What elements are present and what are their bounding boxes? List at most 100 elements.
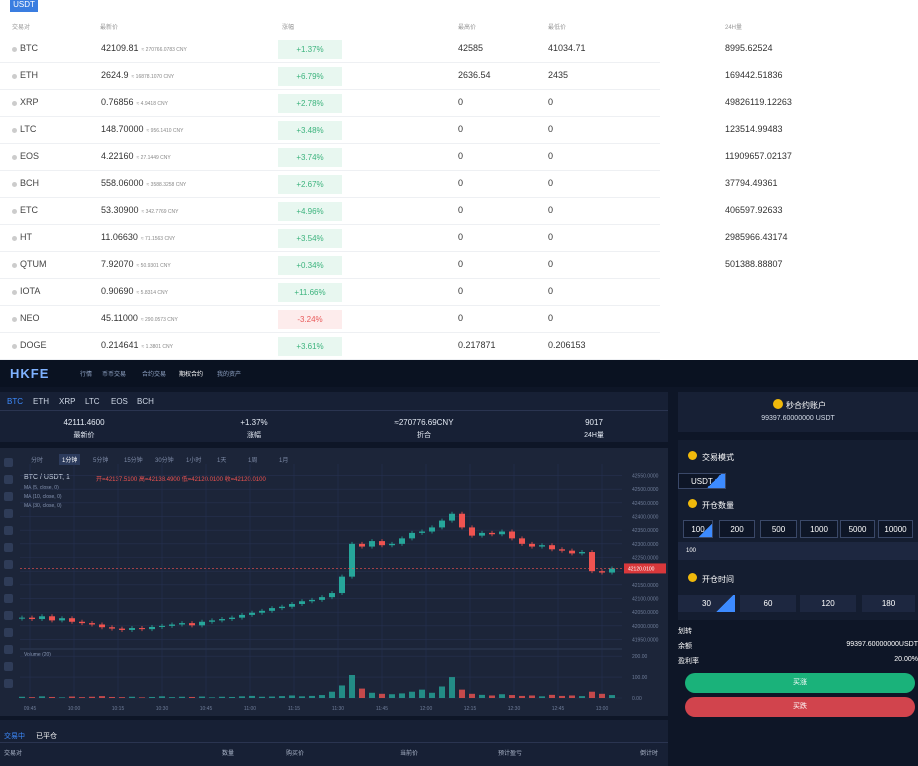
section-label: 开仓数量 [702, 501, 734, 510]
interval-button[interactable]: 30分钟 [155, 458, 174, 464]
divider [0, 742, 668, 743]
price: 11.06630 ≈ 71.1563 CNY [101, 232, 176, 242]
price: 0.214641 ≈ 1.3801 CNY [101, 340, 173, 350]
time-button[interactable]: 180 [862, 595, 915, 612]
change: +2.78% [278, 94, 342, 113]
volume-bar [49, 696, 55, 698]
orders-header: 交易对 [4, 751, 23, 757]
high: 0 [458, 205, 464, 215]
symbol-tab[interactable]: LTC [85, 397, 100, 406]
currency-select[interactable]: USDT [678, 473, 726, 489]
option-icon [688, 451, 697, 460]
volume-bar [489, 695, 495, 698]
candle-body [509, 531, 515, 539]
nav-item[interactable]: 行情 [80, 372, 93, 378]
candle-body [59, 618, 65, 621]
pair[interactable]: DOGE [20, 340, 47, 350]
amount-button[interactable]: 1000 [800, 520, 838, 538]
pair[interactable]: ETH [20, 70, 38, 80]
pair[interactable]: BCH [20, 178, 40, 188]
x-tick-label: 10:45 [200, 706, 213, 712]
nav-item[interactable]: 合约交易 [142, 372, 167, 378]
cny: ≈ 5.8314 CNY [136, 290, 168, 296]
time-button[interactable]: 30 [678, 595, 735, 612]
buy-up-button[interactable]: 买涨 [685, 673, 915, 693]
interval-button[interactable]: 5分钟 [93, 458, 109, 464]
pair[interactable]: LTC [20, 124, 37, 134]
price: 2624.9 ≈ 16878.1070 CNY [101, 70, 175, 80]
interval-button[interactable]: 15分钟 [124, 458, 143, 464]
interval-button[interactable]: 1天 [217, 458, 227, 464]
x-tick-label: 13:00 [596, 706, 609, 712]
legend-ohlc: 开=42137.5100 高=42138.4900 低=42120.0100 收… [96, 477, 266, 483]
high: 0.217871 [458, 340, 496, 350]
amount-button[interactable]: 500 [760, 520, 797, 538]
x-tick-label: 10:15 [112, 706, 125, 712]
interval-button[interactable]: 分时 [31, 458, 44, 464]
option-icon [688, 499, 697, 508]
volume: 169442.51836 [725, 70, 783, 80]
star-icon [12, 236, 17, 241]
pair[interactable]: EOS [20, 151, 40, 161]
symbol-tab[interactable]: EOS [111, 397, 128, 406]
time-button[interactable]: 120 [800, 595, 856, 612]
x-tick-label: 10:30 [156, 706, 169, 712]
amount-button[interactable]: 200 [719, 520, 755, 538]
buy-down-button[interactable]: 买跌 [685, 697, 915, 717]
amount-button[interactable]: 10000 [878, 520, 913, 538]
star-icon [12, 317, 17, 322]
candle-body [429, 527, 435, 532]
price: 42109.81 ≈ 270766.0783 CNY [101, 43, 187, 53]
pair[interactable]: IOTA [20, 286, 41, 296]
change: +0.34% [278, 256, 342, 275]
orders-tab[interactable]: 已平仓 [36, 733, 57, 740]
interval-button[interactable]: 1分钟 [59, 454, 81, 465]
candle-body [69, 618, 75, 622]
volume-bar [219, 696, 225, 698]
amount-input[interactable]: 100 [678, 542, 918, 560]
interval-button[interactable]: 1月 [279, 458, 289, 464]
symbol-tab[interactable]: BCH [137, 397, 154, 406]
orders-panel [0, 720, 668, 766]
nav-item[interactable]: 期权合约 [179, 372, 204, 378]
candle-body [379, 541, 385, 546]
tool-icon [4, 475, 13, 484]
candle-body [369, 541, 375, 547]
time-button[interactable]: 60 [740, 595, 796, 612]
transfer-link[interactable]: 划转 [678, 628, 692, 635]
volume-bar [179, 696, 185, 698]
nav-item[interactable]: 我的资产 [217, 372, 242, 378]
pair[interactable]: HT [20, 232, 32, 242]
candle-body [179, 623, 185, 625]
cny: ≈ 270766.0783 CNY [141, 47, 187, 53]
pair[interactable]: NEO [20, 313, 40, 323]
amount-button[interactable]: 5000 [840, 520, 875, 538]
x-tick-label: 11:15 [288, 706, 300, 712]
y-tick-label: 42550.0000 [632, 473, 659, 479]
orders-tab[interactable]: 交易中 [4, 733, 25, 740]
change: +11.66% [278, 283, 342, 302]
symbol-tab[interactable]: XRP [59, 397, 76, 406]
candle-body [599, 571, 605, 573]
nav-bar [0, 360, 918, 387]
pair[interactable]: BTC [20, 43, 38, 53]
pair[interactable]: QTUM [20, 259, 47, 269]
tool-icon [4, 628, 13, 637]
interval-button[interactable]: 1周 [248, 458, 258, 464]
price: 7.92070 ≈ 50.9301 CNY [101, 259, 171, 269]
high: 0 [458, 124, 464, 134]
stat-value: +1.37% [240, 418, 268, 427]
candle-body [409, 532, 415, 539]
volume-bar [69, 696, 75, 698]
nav-item[interactable]: 币币交易 [102, 372, 127, 378]
market-tab[interactable]: USDT [10, 0, 38, 12]
symbol-tab[interactable]: BTC [7, 397, 23, 406]
interval-button[interactable]: 1小时 [186, 458, 202, 464]
pair[interactable]: XRP [20, 97, 39, 107]
legend-ma: MA (30, close, 0) [24, 503, 62, 509]
pair[interactable]: ETC [20, 205, 38, 215]
amount-button[interactable]: 100 [683, 520, 713, 538]
candle-body [519, 538, 525, 544]
candle-body [139, 628, 145, 630]
symbol-tab[interactable]: ETH [33, 397, 49, 406]
